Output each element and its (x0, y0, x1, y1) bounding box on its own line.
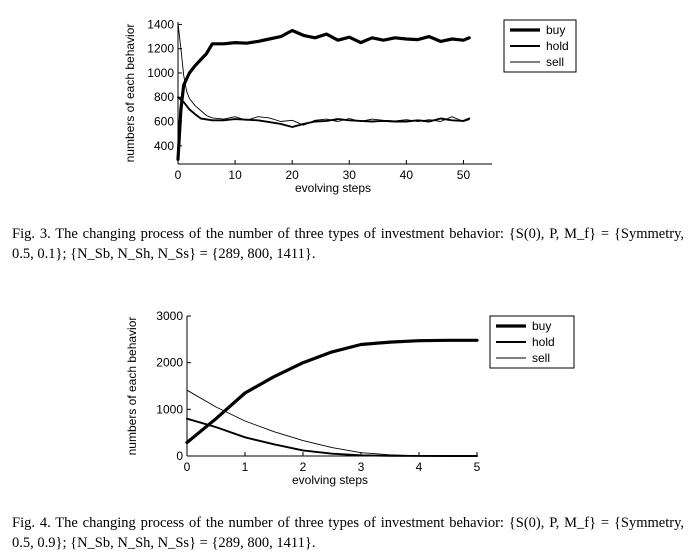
fig4-caption: Fig. 4. The changing process of the numb… (12, 513, 684, 553)
fig4-legend-label-sell: sell (532, 351, 550, 365)
fig3-chart: 400 600 800 1000 1200 1400 0 10 20 30 40 50 evolving… (123, 17, 577, 195)
fig3-legend-label-buy: buy (546, 23, 565, 37)
fig3-x-tick-label: 40 (400, 168, 414, 182)
fig4-y-axis-label: numbers of each behavior (125, 317, 139, 456)
fig4-y-tick-label: 0 (176, 449, 183, 463)
fig4-x-tick-label: 5 (474, 460, 481, 474)
fig3-x-tick-label: 10 (228, 168, 242, 182)
fig3-caption: Fig. 3. The changing process of the numb… (12, 224, 684, 264)
fig4-x-tick-label: 2 (300, 460, 307, 474)
fig3-x-axis-label: evolving steps (295, 181, 371, 195)
fig4-y-tick-label: 2000 (156, 356, 183, 370)
fig4-x-tick-label: 3 (358, 460, 365, 474)
fig3-x-tick-label: 20 (286, 168, 300, 182)
fig3-legend-label-hold: hold (546, 39, 569, 53)
fig4-y-tick-label: 3000 (156, 309, 183, 323)
fig3-x-tick-label: 50 (457, 168, 471, 182)
fig4-series-hold (186, 417, 478, 457)
fig3-y-tick-label: 1000 (147, 66, 174, 80)
fig4-x-tick-label: 4 (416, 460, 423, 474)
fig4-chart: 0 1000 2000 3000 0 1 2 3 4 5 evolving steps numbers… (125, 309, 575, 487)
fig3-y-tick-label: 1200 (147, 42, 174, 56)
fig4-x-axis-label: evolving steps (292, 473, 368, 487)
fig3-x-tick-label: 30 (343, 168, 357, 182)
fig4-caption-text: Fig. 4. The changing process of the numb… (12, 515, 684, 551)
fig4-series-buy (185, 338, 479, 445)
fig4-x-tick-label: 1 (242, 460, 249, 474)
fig3-series-buy (176, 28, 471, 161)
fig3-series-hold (177, 96, 471, 128)
fig3-caption-text: Fig. 3. The changing process of the numb… (12, 226, 684, 262)
fig3-x-tick-label: 0 (175, 168, 182, 182)
fig4-x-tick-label: 0 (184, 460, 191, 474)
fig3-series-sell (177, 22, 470, 126)
fig4-legend-label-hold: hold (532, 335, 555, 349)
fig3-y-tick-label: 600 (154, 115, 174, 129)
fig3-y-tick-label: 1400 (147, 17, 174, 31)
fig3-legend-label-sell: sell (546, 55, 564, 69)
fig4-legend-label-buy: buy (532, 319, 551, 333)
fig3-y-tick-label: 400 (154, 139, 174, 153)
fig3-y-axis-label: numbers of each behavior (123, 24, 137, 163)
fig4-series-sell (186, 389, 478, 457)
fig3-y-tick-label: 800 (154, 90, 174, 104)
fig4-y-tick-label: 1000 (156, 402, 183, 416)
